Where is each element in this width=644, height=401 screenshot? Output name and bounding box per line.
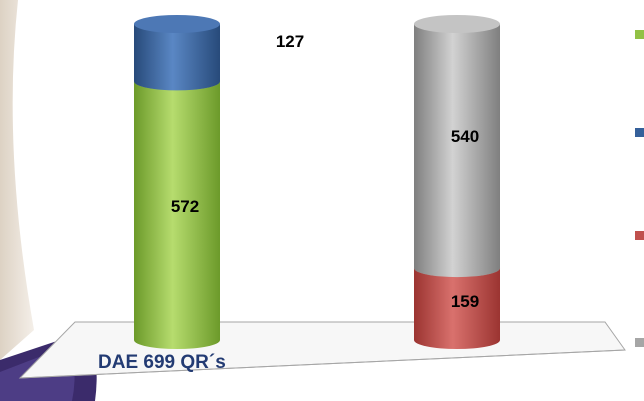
- legend-swatch: [635, 30, 644, 39]
- legend-swatch: [635, 231, 644, 240]
- bar-segment: [414, 15, 500, 278]
- data-label: 159: [451, 292, 479, 311]
- data-label: 540: [451, 127, 479, 146]
- data-label: 572: [171, 197, 199, 216]
- bar-segment-body: [414, 268, 500, 349]
- bar-segment-body: [134, 24, 220, 91]
- bar-segment: [134, 15, 220, 91]
- bar-segment-top: [134, 15, 220, 33]
- data-label: 127: [276, 32, 304, 51]
- legend-swatch: [635, 128, 644, 137]
- bar-segment-body: [134, 81, 220, 349]
- x-axis-category-label: DAE 699 QR´s: [98, 352, 226, 373]
- bar-segment-body: [414, 24, 500, 278]
- bar-segment-top: [414, 15, 500, 33]
- legend-swatch: [635, 338, 644, 347]
- chart-floor-edge: [19, 349, 626, 379]
